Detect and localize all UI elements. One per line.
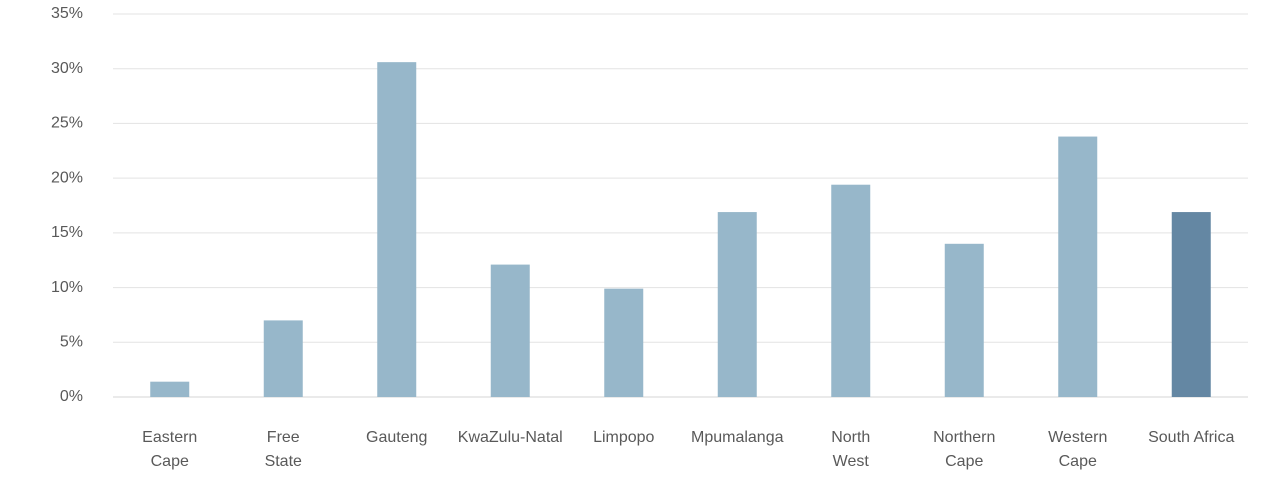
bar-north-west	[831, 184, 871, 397]
y-tick-label: 15%	[51, 224, 83, 241]
y-axis-tick-labels: 0% 5% 10% 15% 20% 25% 30% 35%	[51, 5, 83, 405]
x-axis-tick-labels: Eastern Cape Free State Gauteng KwaZulu-Natal…	[142, 429, 1234, 470]
y-tick-label: 5%	[60, 334, 83, 351]
x-tick-label: Mpumalanga	[691, 429, 784, 446]
bar-northern-cape	[944, 243, 984, 397]
y-tick-label: 0%	[60, 388, 83, 405]
y-tick-label: 20%	[51, 169, 83, 186]
x-tick-label: Limpopo	[593, 429, 654, 446]
x-tick-label: Free State	[265, 429, 302, 470]
bar-south-africa	[1171, 212, 1211, 397]
bar-eastern-cape	[150, 381, 190, 397]
bar-gauteng	[377, 62, 417, 398]
x-tick-label: KwaZulu-Natal	[458, 429, 563, 446]
bar-kwazulu-natal	[490, 264, 530, 397]
bar-western-cape	[1058, 136, 1098, 397]
x-tick-label: Gauteng	[366, 429, 427, 446]
bar-limpopo	[604, 288, 644, 397]
x-tick-label: Northern Cape	[933, 429, 995, 470]
y-tick-label: 35%	[51, 5, 83, 22]
x-tick-label: South Africa	[1148, 429, 1234, 446]
bar-mpumalanga	[717, 212, 757, 397]
y-tick-label: 25%	[51, 115, 83, 132]
y-tick-label: 10%	[51, 279, 83, 296]
y-tick-label: 30%	[51, 60, 83, 77]
x-tick-label: Eastern Cape	[142, 429, 197, 470]
bar-free-state	[263, 320, 303, 397]
bars	[150, 62, 1211, 398]
x-tick-label: Western Cape	[1048, 429, 1107, 470]
x-tick-label: North West	[831, 429, 870, 470]
